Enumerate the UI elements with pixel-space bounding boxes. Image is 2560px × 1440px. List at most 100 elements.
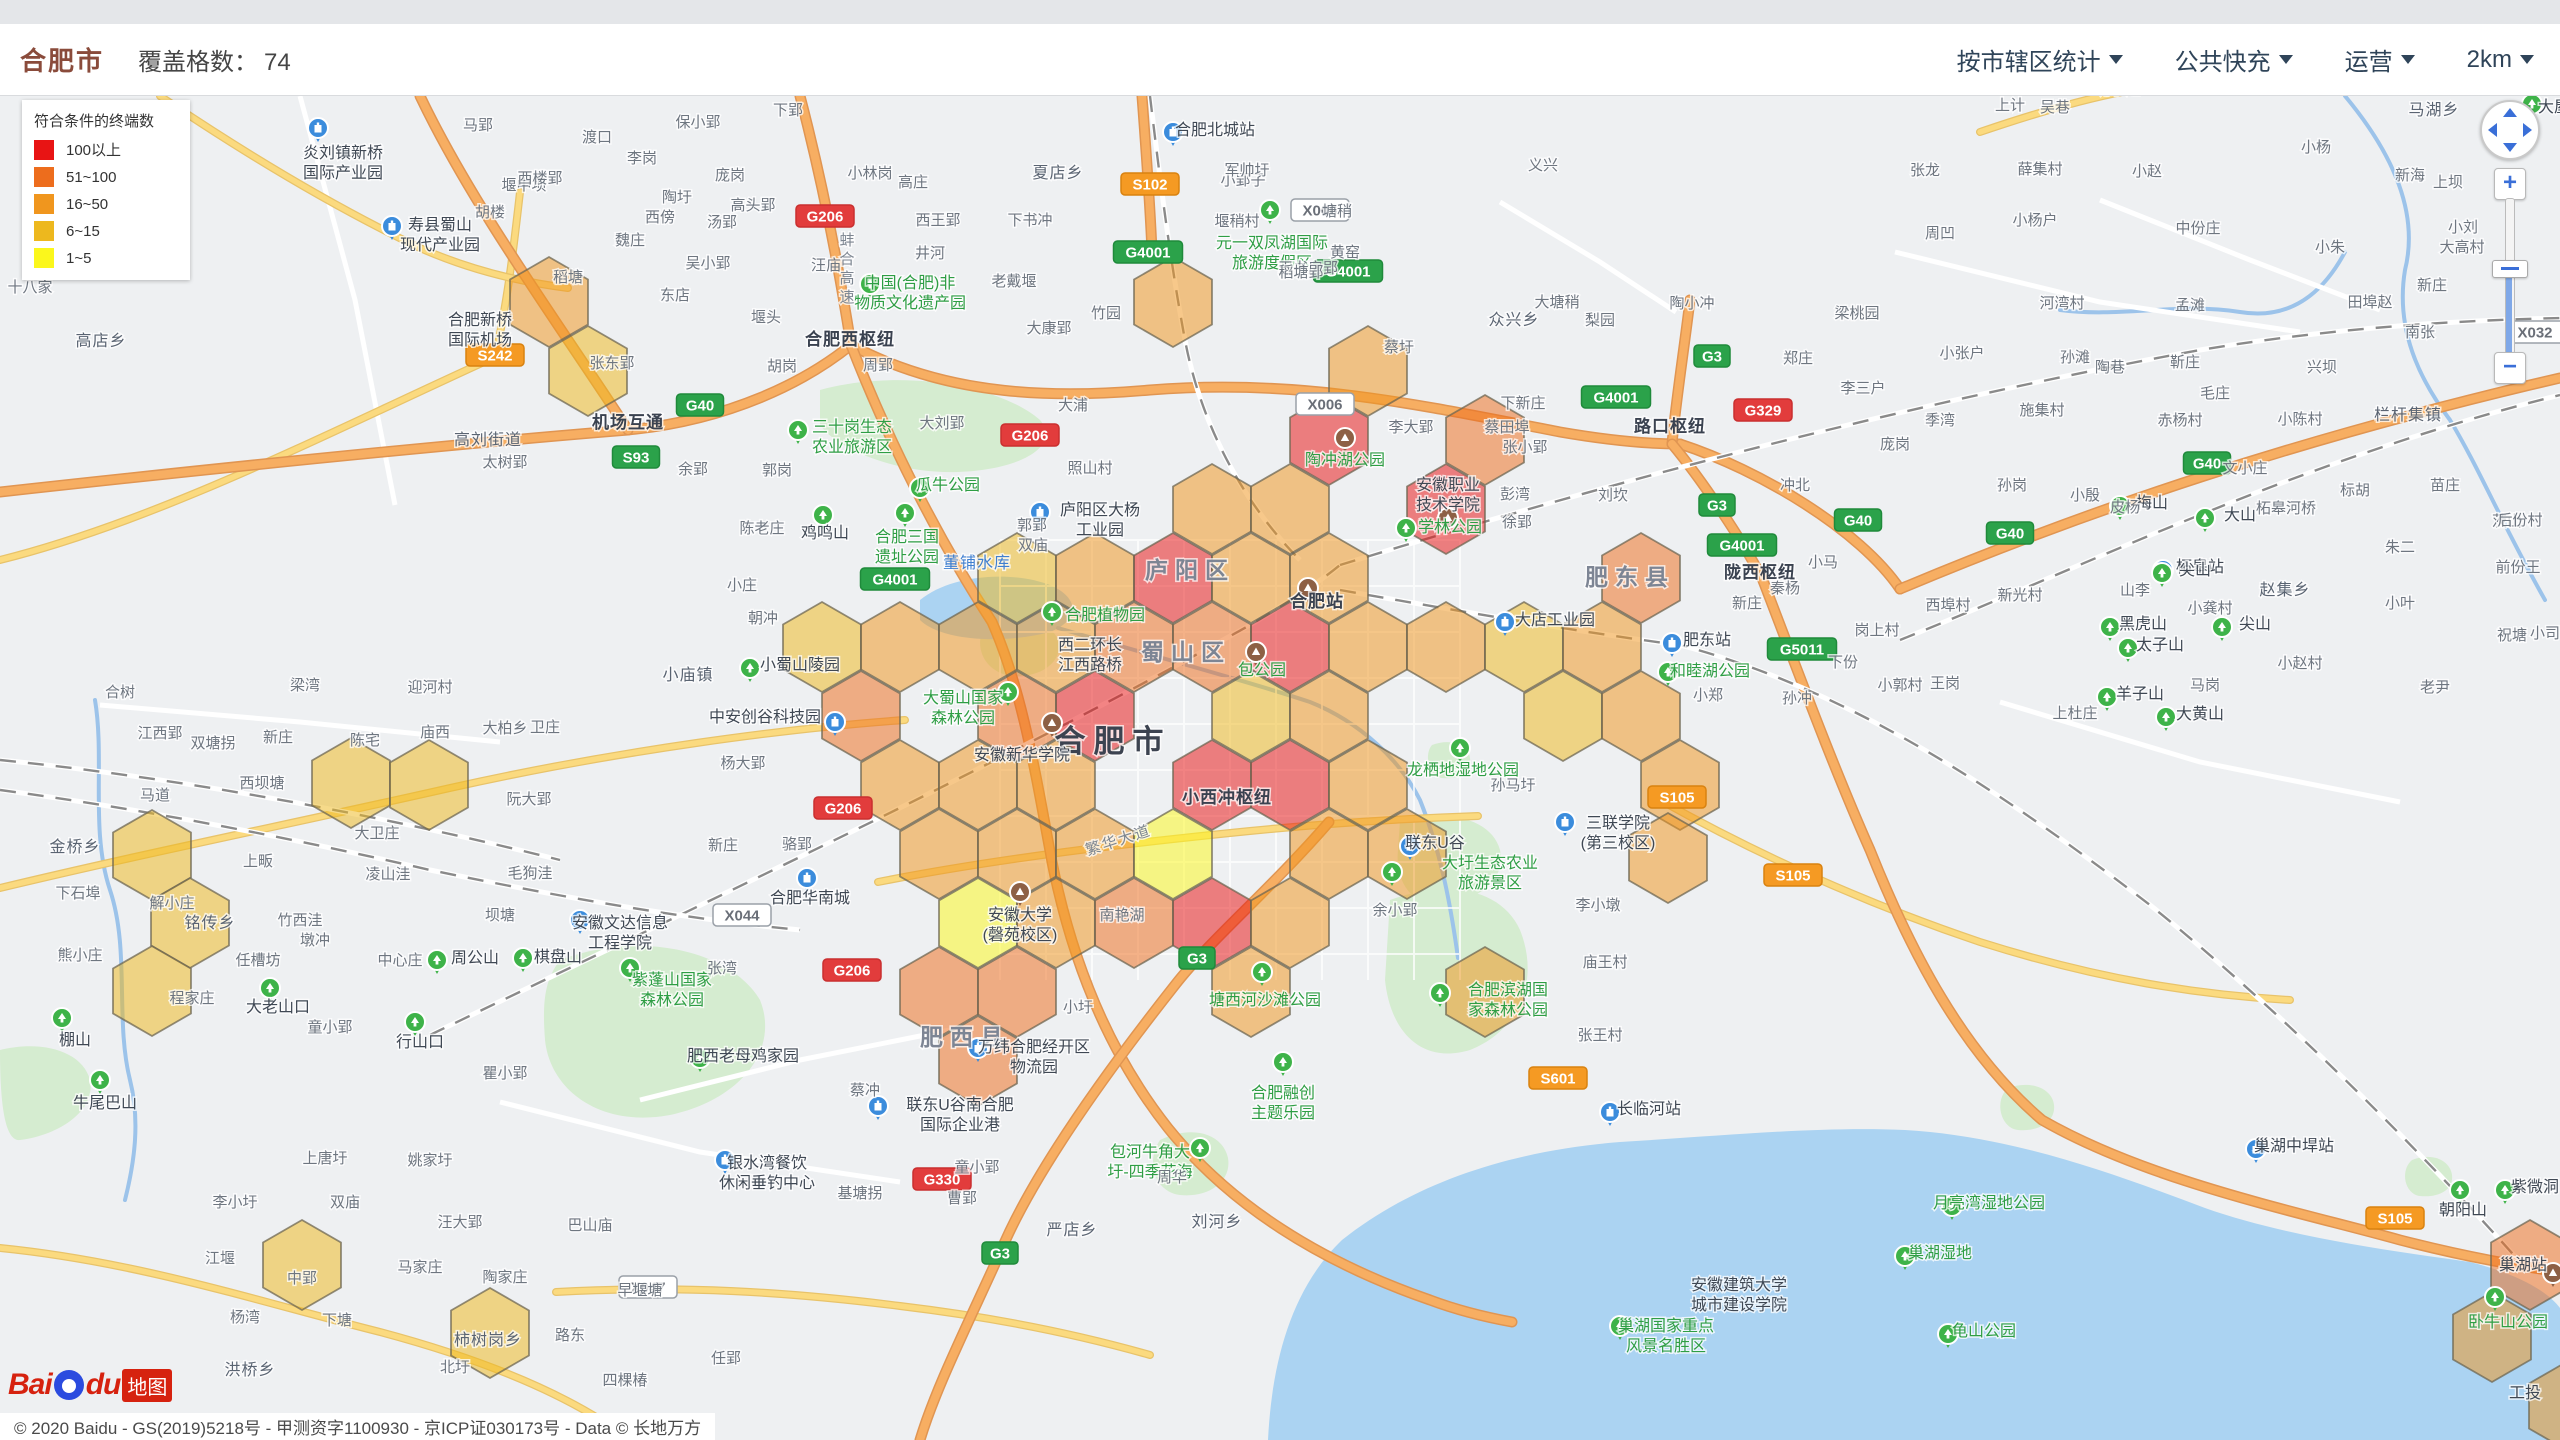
map-label: 阮大郢 xyxy=(506,791,551,808)
legend-label: 16~50 xyxy=(66,195,109,213)
tree-glyph xyxy=(794,425,802,435)
menu-operation[interactable]: 运营 xyxy=(2345,42,2415,77)
park-pin-icon xyxy=(1189,1137,1211,1162)
map-label: 下塘 xyxy=(322,1312,352,1329)
chevron-down-icon xyxy=(2400,55,2415,64)
map-label: 夏店乡 xyxy=(1032,164,1083,182)
map-label: 合肥站 xyxy=(1290,591,1344,611)
map-label: 李小圩 xyxy=(212,1194,257,1211)
map-label: 陈老庄 xyxy=(739,519,784,537)
info-pin-icon xyxy=(796,867,818,892)
map-label: 大屋 xyxy=(2538,98,2560,116)
menu-charge-type[interactable]: 公共快充 xyxy=(2175,42,2293,77)
map-label: 张王村 xyxy=(1577,1027,1622,1044)
tree-glyph xyxy=(1004,687,1012,697)
pan-left-icon[interactable] xyxy=(2488,123,2497,137)
map-label: 余郢 xyxy=(678,460,708,478)
legend-label: 100以上 xyxy=(66,142,122,159)
map-label: 靳庄 xyxy=(2170,353,2200,371)
map-label: 堰头 xyxy=(751,309,781,326)
map-label: 合肥西枢纽 xyxy=(805,329,895,349)
pan-up-icon[interactable] xyxy=(2503,108,2517,117)
road-shield-text: S242 xyxy=(477,348,512,365)
zoom-slider-handle[interactable] xyxy=(2492,260,2528,278)
hex-cell-level-4 xyxy=(2490,1218,2560,1312)
map-label: 肥东站 xyxy=(1683,631,1731,649)
map-label: 迎河村 xyxy=(407,679,452,696)
pan-down-icon[interactable] xyxy=(2503,143,2517,152)
hex-cell-level-3 xyxy=(509,255,589,349)
building-glyph xyxy=(1561,816,1569,827)
map-label: 联东U谷南合肥国际企业港 xyxy=(906,1096,1014,1134)
map-label: 姚家圩 xyxy=(407,1152,452,1169)
road-shield-G40 xyxy=(2182,451,2232,475)
tree-glyph xyxy=(2528,99,2536,109)
secondary-road xyxy=(1977,96,2117,135)
tree-glyph xyxy=(1944,1329,1952,1339)
menu-district-stat[interactable]: 按市辖区统计 xyxy=(1957,42,2123,77)
map-label: 新庄 xyxy=(263,728,293,746)
map-label: 合肥融创主题乐园 xyxy=(1251,1084,1315,1122)
zoom-in-button[interactable]: + xyxy=(2494,168,2526,200)
map-label: 王岗 xyxy=(1930,675,1960,692)
map-label: 小马 xyxy=(1808,554,1838,571)
tree-glyph xyxy=(1901,1251,1909,1261)
railway-dashes xyxy=(1339,316,2560,567)
map-label: 周公山 xyxy=(451,949,499,967)
map-label: 保小郢 xyxy=(675,114,720,131)
tree-glyph xyxy=(866,279,874,289)
pan-compass[interactable] xyxy=(2480,100,2540,160)
white-roads-layer xyxy=(99,96,2401,1185)
park-pin-icon xyxy=(1609,1315,1631,1340)
map-label: 朱二 xyxy=(2385,539,2415,556)
tree-glyph xyxy=(519,953,527,963)
park-pin-icon xyxy=(1941,1195,1963,1220)
attraction-pin-icon xyxy=(1297,577,1319,602)
map-label: 合肥滨湖国家森林公园 xyxy=(1468,981,1548,1019)
map-label: 东店 xyxy=(660,287,690,304)
park-pin-icon xyxy=(1395,517,1417,542)
legend-swatch xyxy=(34,248,54,268)
tree-glyph xyxy=(746,663,754,673)
hex-cell-level-3 xyxy=(1289,669,1369,763)
map-label: 陶小冲 xyxy=(1669,295,1714,312)
map-label: 柘皋站 xyxy=(2176,558,2224,576)
zoom-out-button[interactable]: − xyxy=(2494,352,2526,384)
menu-grid-size[interactable]: 2km xyxy=(2467,46,2534,74)
park-pin-icon xyxy=(739,657,761,682)
map-label: 学林公园 xyxy=(1418,518,1482,536)
map-label: 尖山 xyxy=(2179,561,2211,579)
map-label: 联东U谷 xyxy=(1405,834,1465,852)
park-pin-icon xyxy=(619,957,641,982)
pan-right-icon[interactable] xyxy=(2523,123,2532,137)
tree-glyph xyxy=(1402,523,1410,533)
park-pin-icon xyxy=(89,1069,111,1094)
road-shield-X006 xyxy=(1295,392,1355,416)
map-label: 机场互通 xyxy=(592,412,664,432)
map-label: 大浦 xyxy=(1058,397,1088,414)
secondary-road xyxy=(1657,797,2293,1003)
map-label: 行山口 xyxy=(396,1033,444,1051)
map-label: 三联学院(第三校区) xyxy=(1581,814,1656,852)
mountain-glyph xyxy=(1047,718,1057,726)
park-pin-icon xyxy=(689,1047,711,1072)
map-canvas[interactable]: G206 G206 G206 G206 G330 G329 G40 G40 G40 G40 G3 G3… xyxy=(0,96,2560,1440)
map-label: 庐阳区 xyxy=(1145,557,1235,583)
map-label: 稻塘 xyxy=(553,269,583,286)
map-label: 下份 xyxy=(1828,654,1858,671)
map-label: 大柏乡 xyxy=(482,720,527,737)
baidu-paw-icon xyxy=(53,1370,84,1400)
map-label: 军帅圩 xyxy=(1224,162,1269,179)
map-label: 合肥华南城 xyxy=(770,889,850,907)
map-label: 三十岗生态农业旅游区 xyxy=(812,418,892,456)
map-label: 茨山 xyxy=(2492,513,2522,530)
road-shield-G330 xyxy=(912,1167,972,1191)
map-label: 巢湖中垾站 xyxy=(2254,1137,2334,1155)
map-label: 上坝 xyxy=(2433,174,2463,191)
info-pin-icon xyxy=(1029,501,1051,526)
map-label: 安徽职业技术学院 xyxy=(1416,476,1480,514)
road-shield-text: S601 xyxy=(1540,1071,1575,1088)
map-label: 张小郢 xyxy=(1502,439,1547,456)
minor-road xyxy=(1999,699,2401,805)
map-label: 上杜庄 xyxy=(2052,704,2097,722)
